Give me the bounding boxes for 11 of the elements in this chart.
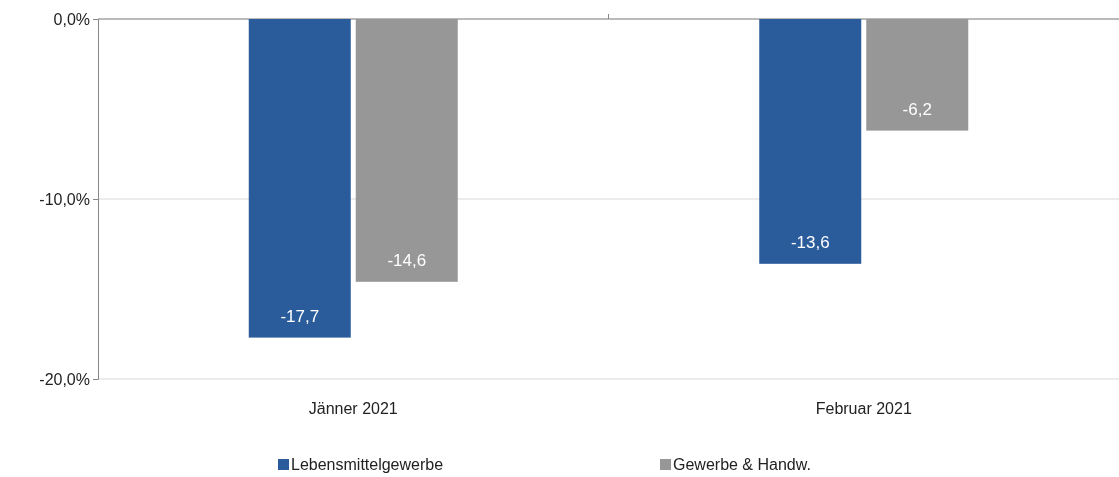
- y-tick-label: -10,0%: [39, 190, 90, 208]
- data-label: -14,6: [387, 250, 427, 270]
- y-tick-label: 0,0%: [53, 10, 90, 28]
- legend-label: Lebensmittelgewerbe: [291, 456, 444, 473]
- x-tick-label: Februar 2021: [815, 400, 912, 417]
- legend-label: Gewerbe & Handw.: [673, 456, 811, 473]
- data-label: -6,2: [902, 99, 932, 119]
- x-tick-label: Jänner 2021: [308, 400, 398, 417]
- data-label: -13,6: [790, 232, 830, 252]
- y-tick-label: -20,0%: [39, 370, 90, 388]
- data-label: -17,7: [280, 306, 320, 326]
